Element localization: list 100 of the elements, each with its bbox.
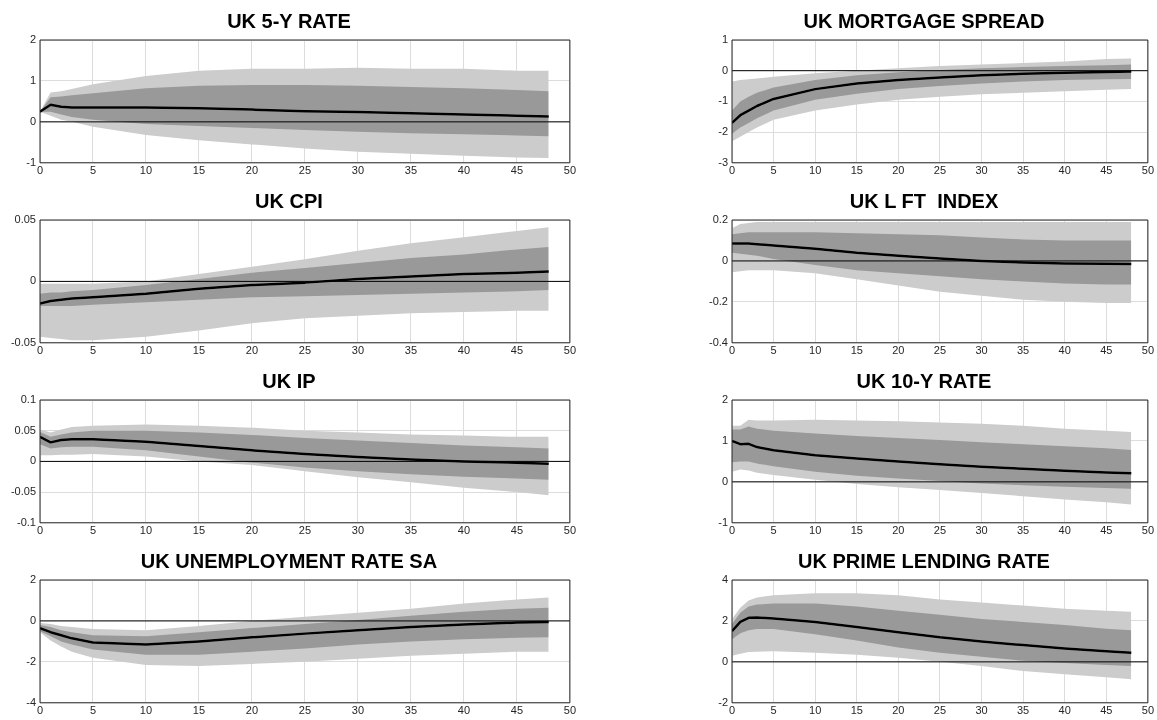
- x-tick-label: 50: [563, 524, 577, 537]
- x-tick-label: 10: [809, 344, 822, 357]
- y-tick-label: 1: [29, 73, 36, 86]
- y-tick-label: 1: [721, 33, 728, 46]
- x-tick-label: 30: [351, 344, 365, 357]
- x-tick-label: 45: [1100, 704, 1113, 717]
- y-tick-label: -2: [26, 654, 36, 667]
- x-tick-label: 45: [510, 344, 524, 357]
- x-tick-label: 45: [1100, 524, 1113, 537]
- y-tick-label: 0.05: [14, 213, 36, 226]
- x-tick-label: 5: [770, 524, 777, 537]
- y-tick-label: 0.2: [712, 213, 728, 226]
- chart-title: UK CPI: [255, 189, 323, 212]
- x-tick-label: 25: [933, 704, 947, 717]
- x-tick-label: 20: [892, 164, 905, 177]
- y-tick-label: -3: [718, 155, 728, 168]
- x-tick-label: 50: [563, 704, 577, 717]
- y-tick-label: 0: [721, 474, 728, 487]
- y-tick-label: -0.1: [17, 515, 36, 528]
- x-tick-label: 45: [510, 164, 524, 177]
- x-tick-label: 25: [933, 524, 947, 537]
- x-tick-label: 20: [892, 524, 905, 537]
- y-tick-label: 0: [721, 654, 728, 667]
- x-tick-label: 20: [245, 344, 259, 357]
- y-tick-label: -4: [26, 695, 36, 708]
- x-tick-label: 30: [351, 704, 365, 717]
- y-tick-label: 0: [29, 613, 36, 626]
- x-tick-label: 5: [89, 164, 97, 177]
- y-tick-label: -0.05: [10, 485, 36, 498]
- x-tick-label: 20: [245, 524, 259, 537]
- x-tick-label: 20: [245, 704, 259, 717]
- x-tick-label: 35: [1016, 164, 1030, 177]
- y-tick-label: -2: [718, 695, 728, 708]
- x-tick-label: 35: [1016, 524, 1030, 537]
- x-tick-label: 50: [1141, 344, 1155, 357]
- x-tick-label: 20: [245, 164, 259, 177]
- x-tick-label: 35: [1016, 344, 1030, 357]
- x-tick-label: 50: [1141, 524, 1155, 537]
- x-tick-label: 10: [139, 164, 153, 177]
- x-tick-label: 45: [1100, 344, 1113, 357]
- y-tick-label: 2: [29, 573, 36, 586]
- x-tick-label: 45: [510, 704, 524, 717]
- x-tick-label: 25: [298, 524, 312, 537]
- x-tick-label: 50: [1141, 704, 1155, 717]
- x-tick-label: 10: [139, 704, 153, 717]
- x-tick-label: 5: [770, 704, 777, 717]
- x-tick-label: 40: [457, 164, 471, 177]
- x-tick-label: 40: [457, 704, 471, 717]
- x-tick-label: 15: [850, 524, 863, 537]
- y-tick-label: 0.1: [20, 393, 36, 406]
- x-tick-label: 15: [850, 164, 863, 177]
- x-tick-label: 15: [850, 704, 863, 717]
- y-tick-label: -0.05: [10, 335, 36, 348]
- y-tick-label: -2: [718, 125, 728, 138]
- y-tick-label: 0: [29, 114, 36, 127]
- x-tick-label: 40: [457, 524, 471, 537]
- x-tick-label: 35: [1016, 704, 1030, 717]
- x-tick-label: 25: [298, 704, 312, 717]
- y-tick-label: -0.2: [709, 294, 728, 307]
- y-tick-label: 1: [721, 433, 728, 446]
- x-tick-label: 5: [770, 164, 777, 177]
- x-tick-label: 40: [1058, 704, 1071, 717]
- chart-title: UK 5-Y RATE: [227, 9, 351, 32]
- y-tick-label: 2: [721, 393, 728, 406]
- y-tick-label: 0.05: [14, 423, 36, 436]
- x-tick-label: 5: [89, 524, 97, 537]
- chart-title: UK PRIME LENDING RATE: [798, 549, 1050, 572]
- x-tick-label: 15: [192, 524, 206, 537]
- x-tick-label: 5: [89, 344, 97, 357]
- x-tick-label: 25: [298, 344, 312, 357]
- x-tick-label: 30: [975, 704, 988, 717]
- chart-title: UK MORTGAGE SPREAD: [803, 9, 1045, 32]
- x-tick-label: 35: [404, 344, 418, 357]
- x-tick-label: 40: [457, 344, 471, 357]
- chart-title: UK IP: [262, 369, 316, 392]
- x-tick-label: 10: [139, 524, 153, 537]
- x-tick-label: 10: [809, 164, 822, 177]
- y-tick-label: 2: [721, 613, 728, 626]
- x-tick-label: 10: [809, 704, 822, 717]
- y-tick-label: 0: [721, 63, 728, 76]
- y-tick-label: -0.4: [709, 335, 728, 348]
- y-tick-label: 4: [721, 573, 728, 586]
- x-tick-label: 25: [933, 344, 947, 357]
- x-tick-label: 35: [404, 704, 418, 717]
- x-tick-label: 40: [1058, 524, 1071, 537]
- x-tick-label: 10: [809, 524, 822, 537]
- x-tick-label: 45: [1100, 164, 1113, 177]
- x-tick-label: 40: [1058, 164, 1071, 177]
- x-tick-label: 15: [192, 704, 206, 717]
- x-tick-label: 30: [351, 164, 365, 177]
- x-tick-label: 35: [404, 524, 418, 537]
- x-tick-label: 20: [892, 344, 905, 357]
- x-tick-label: 20: [892, 704, 905, 717]
- x-tick-label: 30: [975, 344, 988, 357]
- x-tick-label: 45: [510, 524, 524, 537]
- x-tick-label: 40: [1058, 344, 1071, 357]
- x-tick-label: 10: [139, 344, 153, 357]
- y-tick-label: 0: [29, 454, 36, 467]
- y-tick-label: -1: [718, 515, 728, 528]
- x-tick-label: 15: [850, 344, 863, 357]
